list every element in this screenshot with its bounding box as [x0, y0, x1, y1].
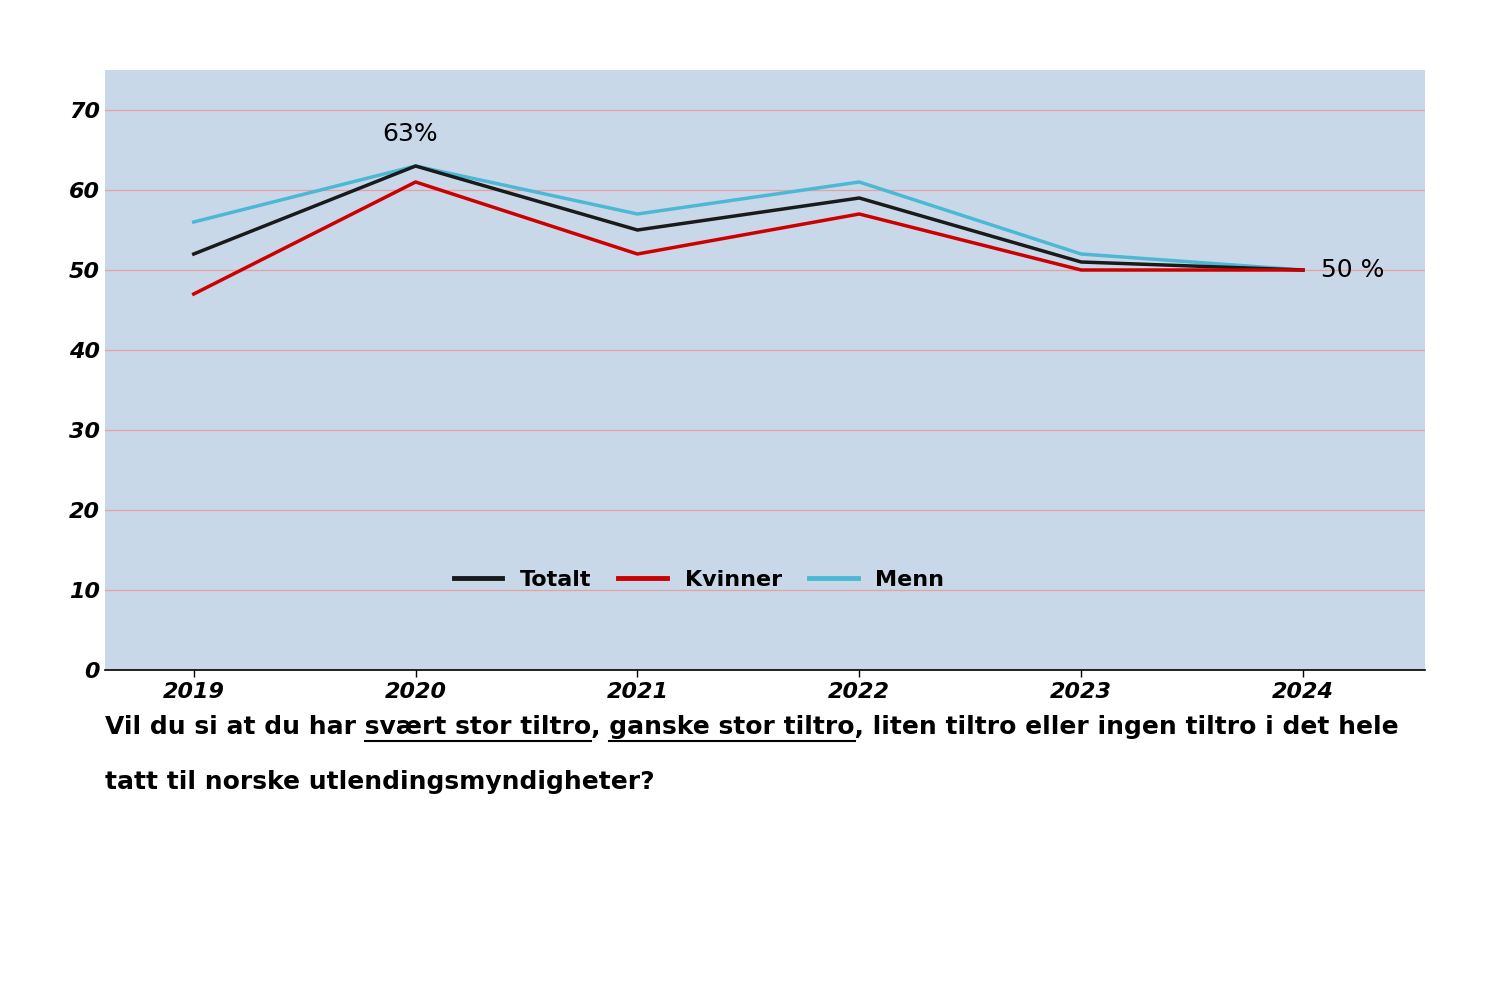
Text: tatt til norske utlendingsmyndigheter?: tatt til norske utlendingsmyndigheter? [105, 770, 654, 794]
Text: 50 %: 50 % [1320, 258, 1384, 282]
Legend: Totalt, Kvinner, Menn: Totalt, Kvinner, Menn [444, 561, 954, 599]
Text: 63%: 63% [382, 122, 438, 146]
Text: Vil du si at du har svært stor tiltro, ganske stor tiltro, liten tiltro eller in: Vil du si at du har svært stor tiltro, g… [105, 715, 1398, 739]
